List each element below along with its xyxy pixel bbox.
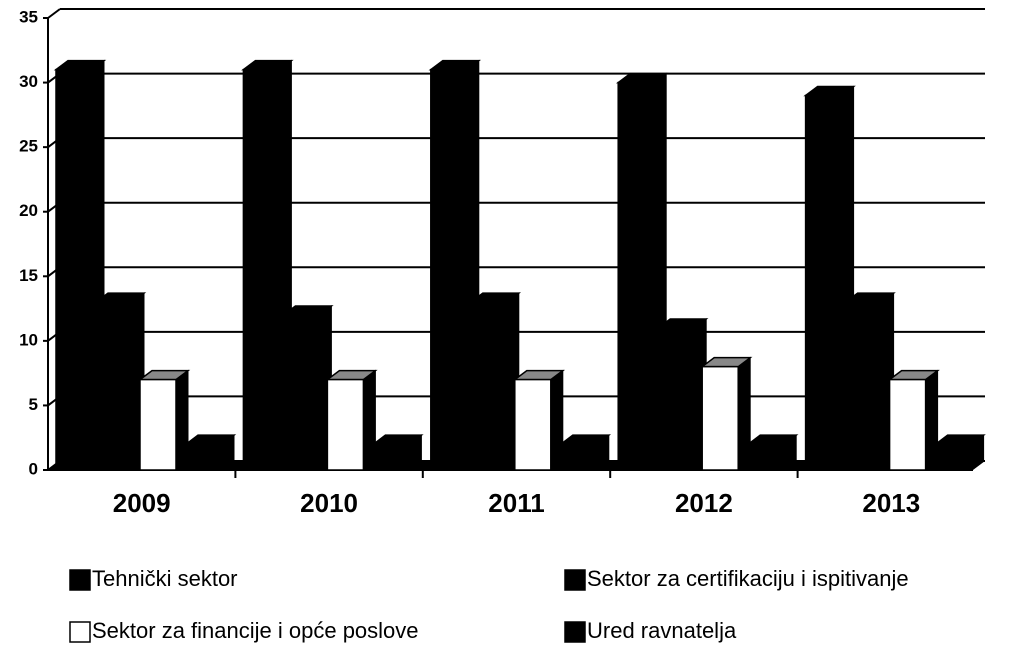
- bar: [55, 68, 93, 471]
- x-tick-label: 2013: [862, 488, 920, 518]
- bar: [560, 443, 598, 471]
- y-tick-label: 25: [19, 137, 38, 156]
- bar: [95, 301, 133, 471]
- y-tick-label: 15: [19, 266, 38, 285]
- bar: [701, 365, 739, 471]
- bar: [747, 443, 785, 471]
- x-tick-label: 2009: [113, 488, 171, 518]
- bar: [282, 314, 321, 471]
- x-tick-label: 2011: [488, 488, 544, 518]
- legend-swatch: [564, 621, 586, 643]
- y-tick-label: 20: [19, 201, 38, 220]
- bar: [372, 443, 411, 471]
- bar: [657, 327, 695, 471]
- x-tick-label: 2010: [300, 488, 358, 518]
- bar: [934, 443, 973, 471]
- bar: [242, 68, 281, 471]
- legend-swatch: [69, 569, 91, 591]
- legend-label: Sektor za financije i opće poslove: [92, 618, 419, 643]
- y-tick-label: 5: [29, 395, 38, 414]
- bar: [470, 301, 508, 471]
- legend-label: Ured ravnatelja: [587, 618, 737, 643]
- bar: [514, 378, 552, 471]
- y-tick-label: 10: [19, 330, 38, 349]
- grid-line: [47, 8, 61, 19]
- y-tick-label: 30: [19, 72, 38, 91]
- bar: [888, 378, 927, 471]
- x-tick-label: 2012: [675, 488, 733, 518]
- bar: [430, 68, 468, 471]
- bar: [844, 301, 883, 471]
- bar: [185, 443, 223, 471]
- y-tick-label: 35: [19, 7, 38, 26]
- y-tick-label: 0: [29, 459, 38, 478]
- bar: [804, 94, 843, 471]
- legend-swatch: [564, 569, 586, 591]
- legend-swatch: [69, 621, 91, 643]
- bar: [617, 81, 655, 471]
- legend-label: Sektor za certifikaciju i ispitivanje: [587, 566, 909, 591]
- bar: [139, 378, 177, 471]
- legend-label: Tehnički sektor: [92, 566, 238, 591]
- bar: [326, 378, 365, 471]
